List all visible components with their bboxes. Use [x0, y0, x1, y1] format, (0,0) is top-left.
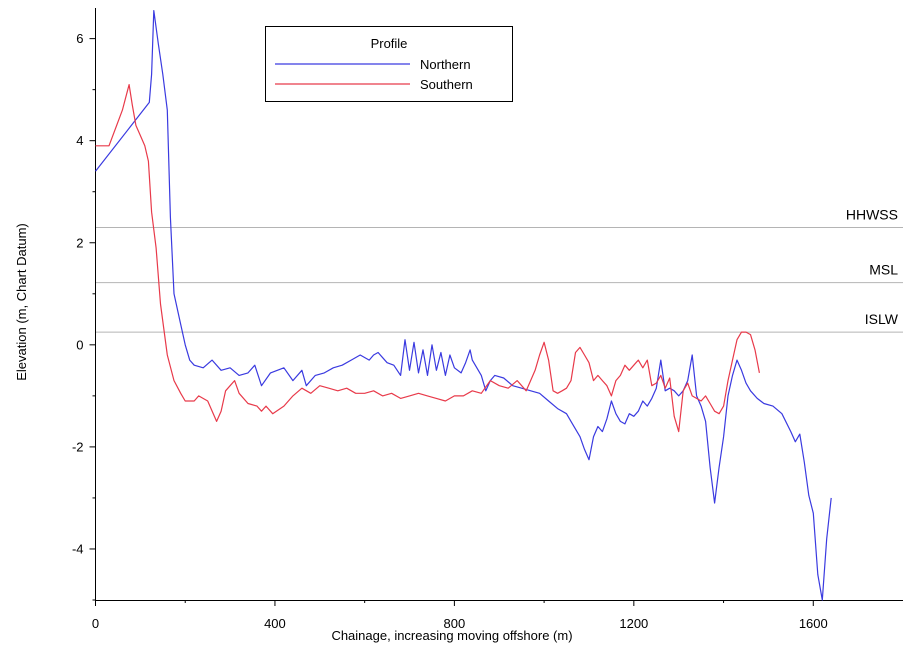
x-tick-label: 1600 [799, 616, 828, 631]
x-tick-label: 0 [92, 616, 99, 631]
y-tick-label: 4 [76, 133, 83, 148]
y-tick-label: 6 [76, 31, 83, 46]
series-line-southern [95, 83, 760, 433]
legend-label-northern: Northern [420, 57, 471, 72]
x-axis-title: Chainage, increasing moving offshore (m) [331, 628, 572, 643]
legend-title: Profile [371, 36, 408, 51]
y-tick-label: 0 [76, 337, 83, 352]
series-line-northern [95, 10, 832, 601]
y-tick-label: -2 [72, 439, 84, 454]
legend-label-southern: Southern [420, 77, 473, 92]
y-tick-label: 2 [76, 235, 83, 250]
y-axis-title: Elevation (m, Chart Datum) [14, 223, 29, 381]
x-ticks: 0 400 800 1200 1600 [92, 600, 828, 631]
x-tick-label: 1200 [619, 616, 648, 631]
series-layer [95, 10, 832, 601]
x-tick-label: 800 [444, 616, 466, 631]
y-tick-label: -4 [72, 541, 84, 556]
reference-label-islw: ISLW [865, 311, 899, 327]
reference-label-msl: MSL [869, 262, 898, 278]
x-tick-label: 400 [264, 616, 286, 631]
reference-lines: HHWSS MSL ISLW [95, 206, 903, 333]
reference-label-hhwss: HHWSS [846, 206, 898, 222]
y-ticks: -4 -2 0 2 4 6 [72, 31, 96, 601]
legend: Profile Northern Southern [265, 26, 513, 102]
axes [95, 8, 903, 601]
